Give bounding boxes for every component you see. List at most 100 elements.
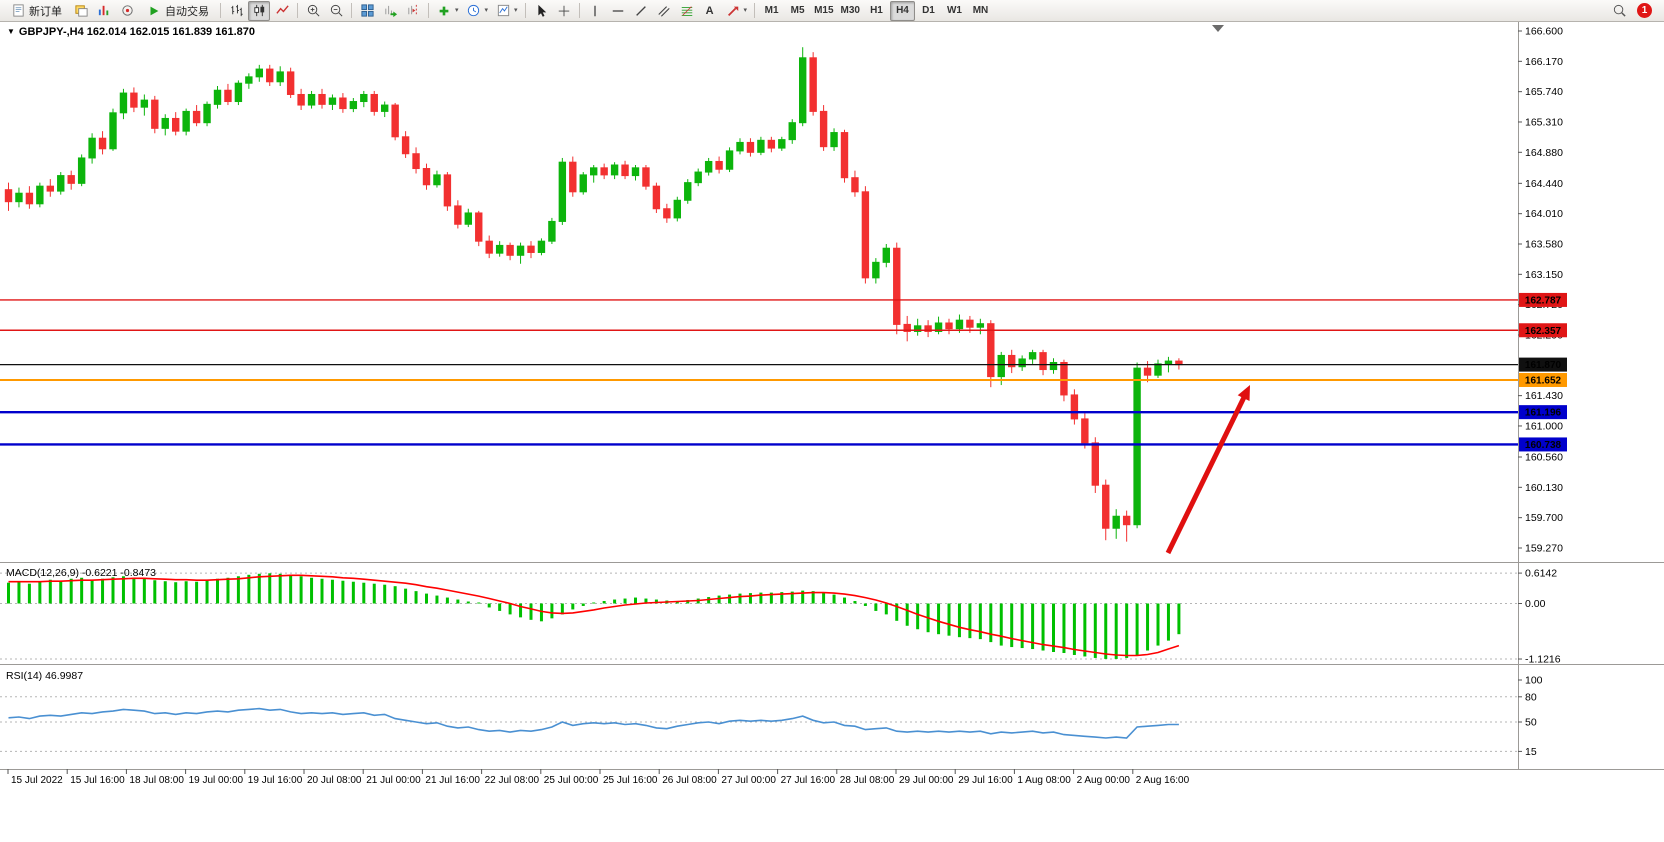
dropdown-caret-icon: ▾: [514, 7, 518, 14]
zoom-out-icon: [328, 3, 344, 19]
new-order-icon: [10, 3, 26, 19]
chart-window: 166.600 166.170 165.740 165.310 164.880 164.4…: [0, 22, 1664, 842]
search-button[interactable]: [1608, 1, 1630, 21]
svg-text:162.787: 162.787: [1525, 295, 1562, 306]
timeframe-w1-button[interactable]: W1: [942, 1, 967, 21]
arrow-tool-icon: [725, 3, 741, 19]
auto-scroll-button[interactable]: [379, 1, 401, 21]
horizontal-line-button[interactable]: [607, 1, 629, 21]
chart-shift-icon: [405, 3, 421, 19]
svg-text:164.010: 164.010: [1525, 208, 1563, 220]
trend-arrow[interactable]: [1165, 385, 1250, 555]
rsi-label: RSI(14) 46.9987: [6, 670, 84, 682]
autotrading-button[interactable]: 自动交易: [139, 1, 216, 21]
macd-panel: 0.6142 0.00 -1.1216: [0, 568, 1561, 666]
price-chart-canvas[interactable]: 166.600 166.170 165.740 165.310 164.880 164.4…: [0, 22, 1664, 794]
toolbar-right-group: 1: [1608, 1, 1661, 21]
levels-layer[interactable]: [0, 299, 1518, 446]
svg-text:161.430: 161.430: [1525, 390, 1563, 402]
crosshair-icon: [556, 3, 572, 19]
market-watch-icon: [96, 3, 112, 19]
tile-windows-icon: [359, 3, 375, 19]
svg-text:161.652: 161.652: [1525, 375, 1562, 386]
timeframe-m15-button[interactable]: M15: [811, 1, 836, 21]
svg-text:25 Jul 00:00: 25 Jul 00:00: [544, 775, 599, 786]
timeframe-h4-button[interactable]: H4: [889, 0, 915, 21]
charts-button[interactable]: [70, 1, 92, 21]
candlestick-button[interactable]: [248, 0, 270, 21]
svg-text:160.130: 160.130: [1525, 482, 1563, 494]
svg-text:28 Jul 08:00: 28 Jul 08:00: [840, 775, 895, 786]
timeframe-m1-button[interactable]: M1: [759, 1, 784, 21]
timeframe-d1-button[interactable]: D1: [916, 1, 941, 21]
svg-text:27 Jul 16:00: 27 Jul 16:00: [781, 775, 836, 786]
chart-symbol-title-text: GBPJPY-,H4 162.014 162.015 161.839 161.8…: [18, 26, 255, 38]
dropdown-caret-icon: ▾: [743, 7, 748, 14]
channel-button[interactable]: [653, 1, 675, 21]
timeframe-mn-button[interactable]: MN: [968, 1, 993, 21]
timeframe-h1-button[interactable]: H1: [864, 1, 889, 21]
timeframe-m30-button[interactable]: M30: [838, 1, 863, 21]
svg-text:22 Jul 08:00: 22 Jul 08:00: [485, 775, 540, 786]
candlestick-icon: [251, 3, 267, 19]
svg-text:15 Jul 2022: 15 Jul 2022: [11, 775, 63, 786]
toolbar-separator: [351, 3, 352, 18]
svg-text:165.310: 165.310: [1525, 116, 1563, 128]
new-order-label: 新订单: [29, 5, 62, 18]
clock-icon: [466, 3, 482, 19]
toolbar-separator: [220, 3, 221, 18]
charts-icon: [73, 3, 89, 19]
vertical-line-button[interactable]: [584, 1, 606, 21]
zoom-out-button[interactable]: [325, 1, 347, 21]
svg-text:2 Aug 16:00: 2 Aug 16:00: [1136, 775, 1190, 786]
text-tool-icon: A: [705, 4, 714, 17]
zoom-in-button[interactable]: [302, 1, 324, 21]
navigator-icon: [119, 3, 135, 19]
new-order-button[interactable]: 新订单: [3, 1, 69, 21]
templates-button[interactable]: ▾: [492, 1, 521, 21]
svg-text:163.580: 163.580: [1525, 239, 1563, 251]
navigator-button[interactable]: [116, 1, 138, 21]
chart-shift-button[interactable]: [402, 1, 424, 21]
text-tool-button[interactable]: A: [699, 1, 721, 21]
cursor-button[interactable]: [530, 1, 552, 21]
periods-button[interactable]: ▾: [463, 1, 492, 21]
toolbar-separator: [578, 3, 580, 18]
svg-text:160.738: 160.738: [1525, 440, 1562, 451]
bar-chart-button[interactable]: [225, 1, 247, 21]
market-watch-button[interactable]: [93, 1, 115, 21]
main-toolbar: 新订单 自动交易: [0, 0, 1664, 22]
svg-text:159.270: 159.270: [1525, 542, 1563, 554]
fibonacci-button[interactable]: [676, 1, 698, 21]
svg-text:15 Jul 16:00: 15 Jul 16:00: [70, 775, 125, 786]
channel-icon: [656, 3, 672, 19]
svg-text:166.170: 166.170: [1525, 56, 1563, 68]
trendline-button[interactable]: [630, 1, 652, 21]
timeframe-m5-button[interactable]: M5: [785, 1, 810, 21]
svg-text:2 Aug 00:00: 2 Aug 00:00: [1077, 775, 1131, 786]
toolbar-separator: [297, 3, 298, 18]
svg-text:21 Jul 00:00: 21 Jul 00:00: [366, 775, 421, 786]
svg-text:80: 80: [1525, 691, 1537, 703]
macd-label: MACD(12,26,9) -0.6221 -0.8473: [6, 567, 156, 579]
svg-text:21 Jul 16:00: 21 Jul 16:00: [425, 775, 480, 786]
svg-text:161.870: 161.870: [1525, 360, 1562, 371]
arrows-tool-button[interactable]: ▾: [722, 1, 751, 21]
svg-text:164.880: 164.880: [1525, 147, 1563, 159]
indicators-button[interactable]: ▾: [433, 1, 462, 21]
svg-text:160.560: 160.560: [1525, 452, 1563, 464]
crosshair-button[interactable]: [553, 1, 575, 21]
notification-badge[interactable]: 1: [1637, 3, 1652, 18]
svg-text:20 Jul 08:00: 20 Jul 08:00: [307, 775, 362, 786]
svg-text:50: 50: [1525, 717, 1537, 729]
svg-text:18 Jul 08:00: 18 Jul 08:00: [129, 775, 184, 786]
price-axis: 166.600 166.170 165.740 165.310 164.880 164.4…: [1518, 26, 1567, 554]
toolbar-separator: [428, 3, 429, 18]
svg-text:162.357: 162.357: [1525, 326, 1562, 337]
tile-windows-button[interactable]: [356, 1, 378, 21]
chart-collapse-icon[interactable]: ▼: [7, 27, 15, 36]
candles-layer: [4, 47, 1183, 542]
svg-text:163.150: 163.150: [1525, 269, 1563, 281]
line-chart-button[interactable]: [271, 1, 293, 21]
